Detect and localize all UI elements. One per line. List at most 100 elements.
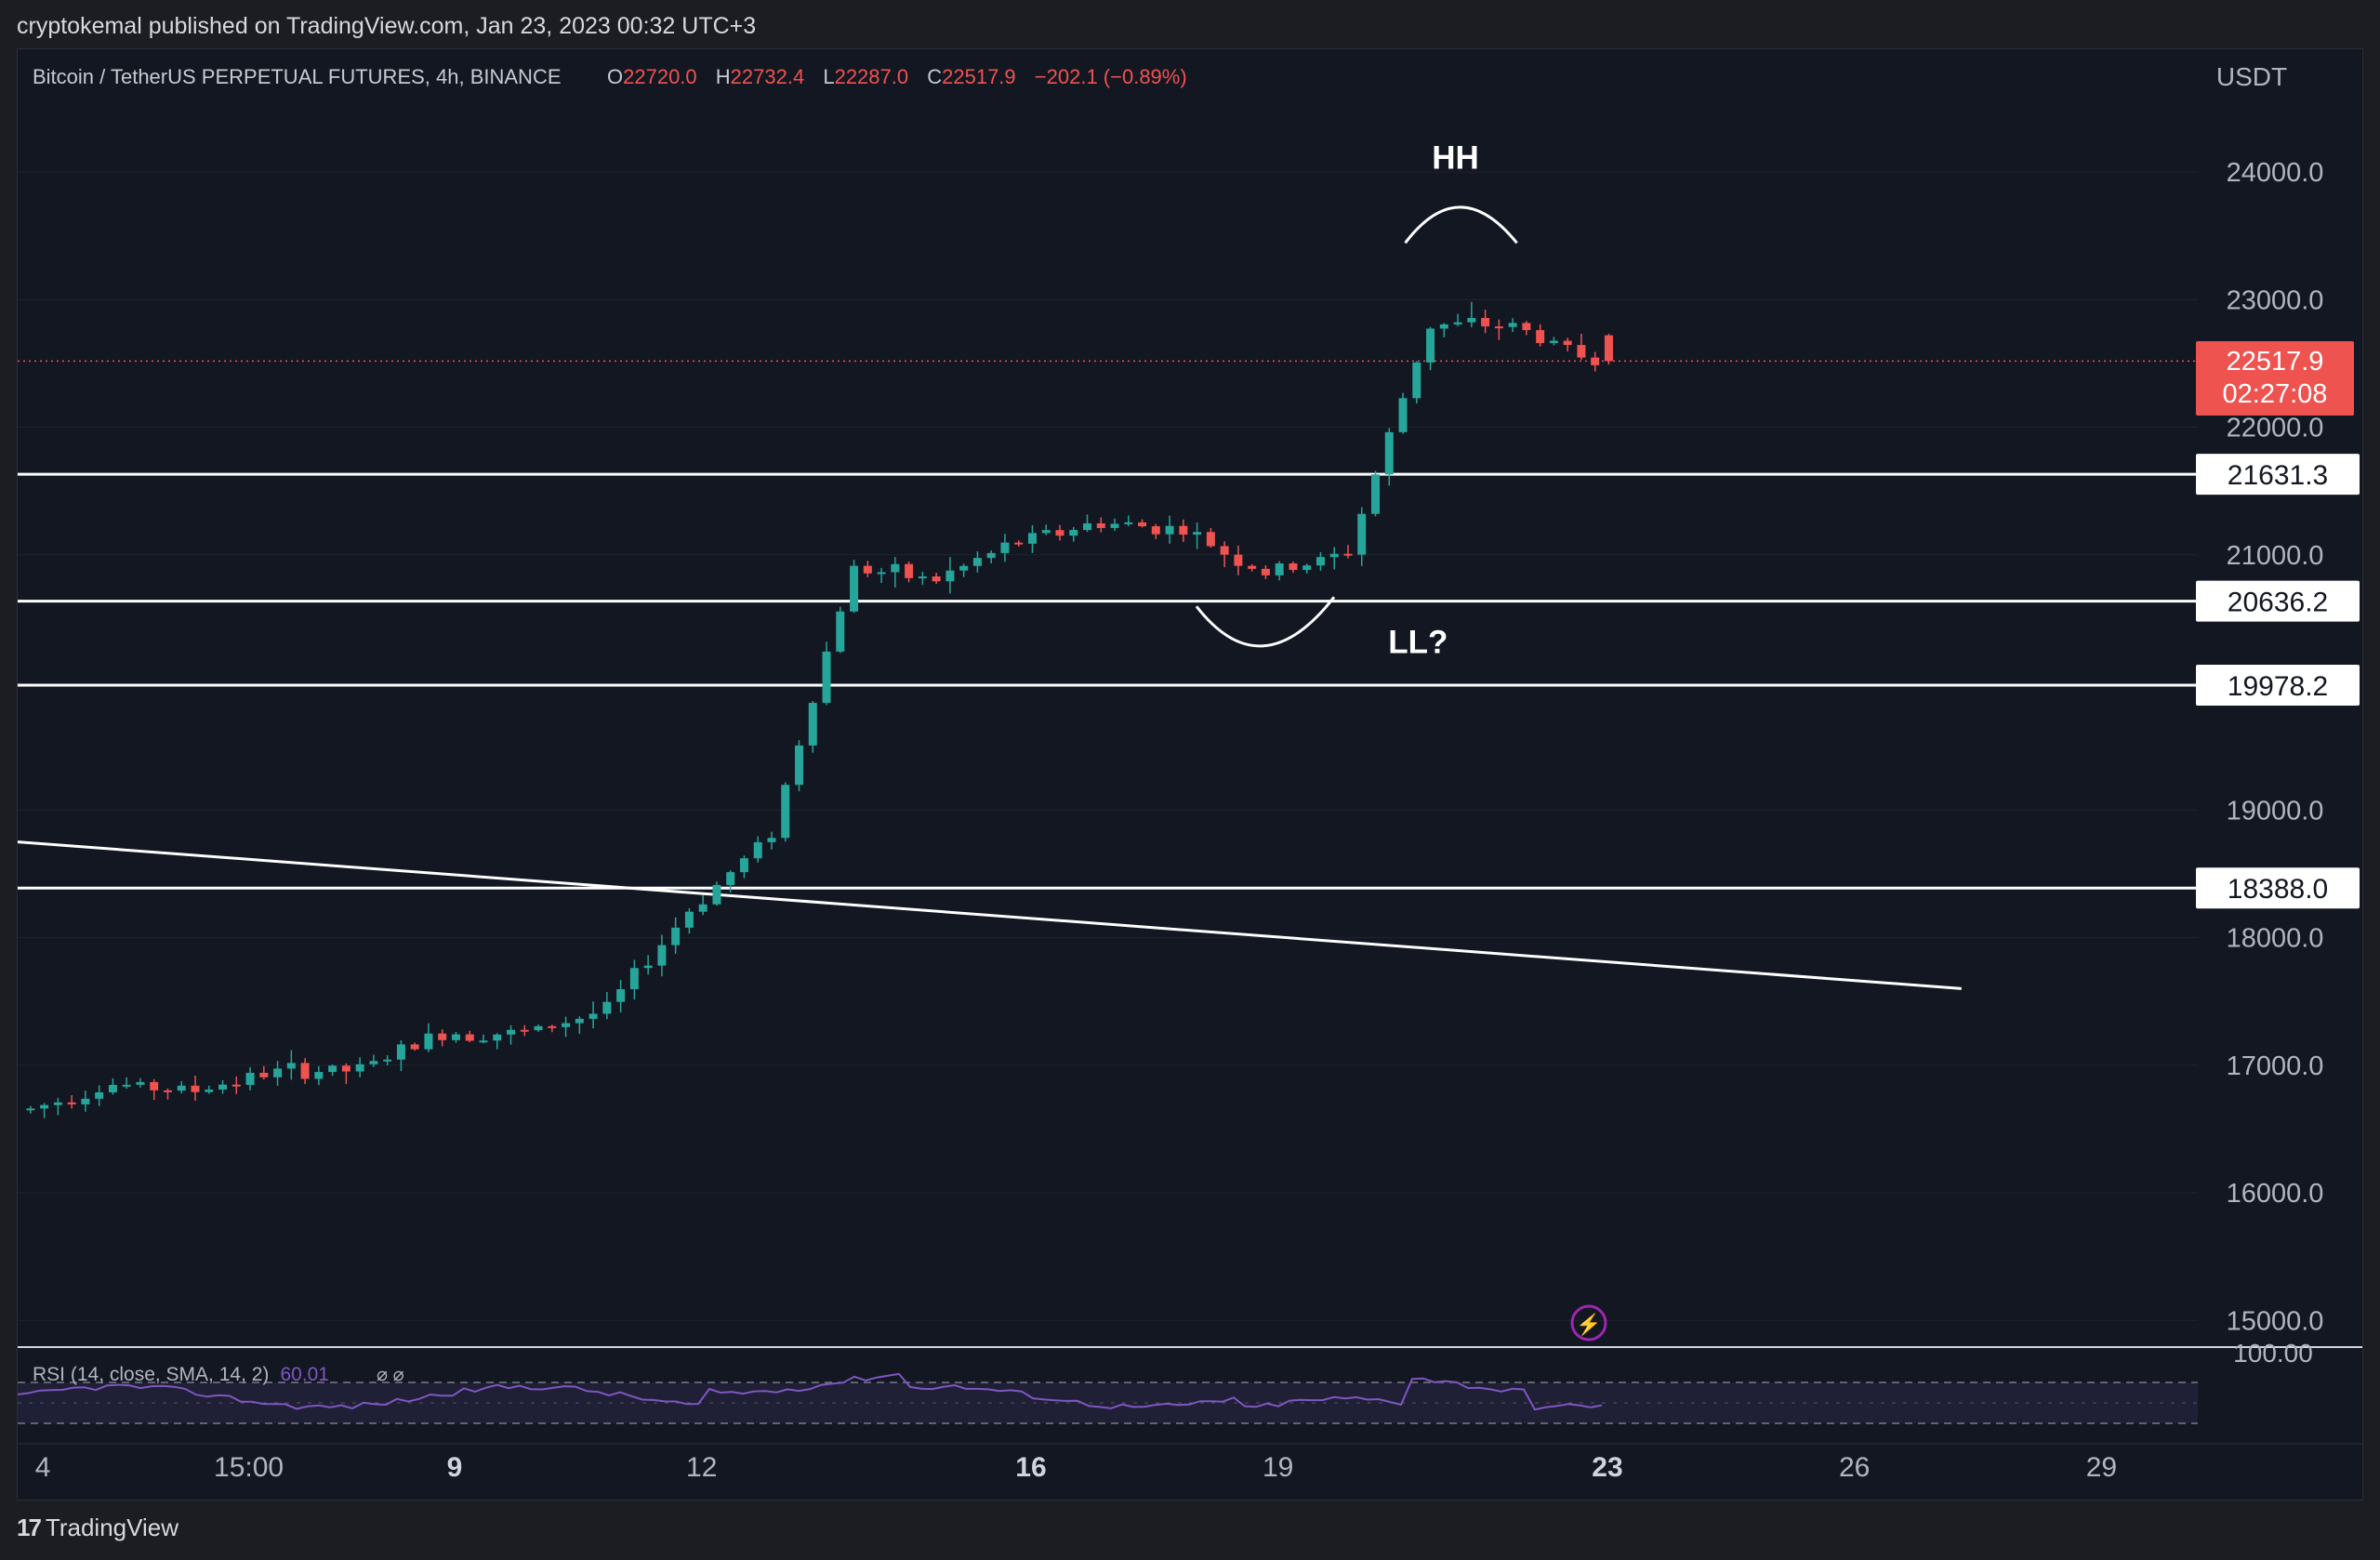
candle-down [1234,554,1243,566]
candle-down [1481,318,1490,327]
y-tick-label: 23000.0 [2227,285,2324,315]
candle-down [1206,532,1215,547]
candle-down [1494,326,1503,329]
candle-down [1138,522,1147,527]
candle-up [959,565,969,571]
candle-up [328,1065,337,1073]
level-label-value: 20636.2 [2228,588,2328,618]
candle-up [177,1085,186,1091]
candle-up [314,1072,324,1079]
open-value: 22720.0 [623,65,697,88]
high-label: H [716,65,731,88]
candle-up [1110,523,1119,528]
y-tick-label: 22000.0 [2227,414,2324,443]
candle-down [341,1065,350,1072]
candle-up [1165,525,1174,535]
candle-down [1096,522,1105,528]
candle-down [300,1063,310,1079]
ll-arc [1195,596,1336,648]
candle-up [1357,513,1367,555]
change-value: −202.1 (−0.89%) [1035,65,1187,88]
price-chart[interactable]: Bitcoin / TetherUS PERPETUAL FUTURES, 4h… [18,49,2362,1500]
candle-up [383,1059,392,1062]
low-label: L [823,65,834,88]
level-label-box [2196,454,2360,496]
candle-down [1220,546,1229,555]
candle-up [1316,557,1325,566]
rsi-legend: RSI (14, close, SMA, 14, 2) 60.01 [33,1364,329,1385]
symbol-title[interactable]: Bitcoin / TetherUS PERPETUAL FUTURES, 4h… [33,65,562,88]
candle-down [150,1081,159,1091]
candle-down [67,1102,76,1104]
candle-down [1536,330,1545,344]
rsi-settings-icon[interactable]: ⌀ ⌀ [377,1365,404,1385]
candle-down [520,1029,529,1032]
candle-up [81,1098,90,1104]
candle-up [95,1091,104,1099]
x-tick-label: 26 [1839,1452,1870,1483]
candle-up [424,1033,433,1050]
trendline [18,840,1962,990]
candle-up [122,1084,131,1087]
candle-up [822,651,831,703]
candle-down [863,565,872,574]
candle-up [245,1072,255,1086]
candle-down [191,1085,200,1092]
candle-up [1124,522,1133,524]
chart-frame[interactable]: Bitcoin / TetherUS PERPETUAL FUTURES, 4h… [17,48,2363,1501]
candle-up [286,1063,296,1069]
candle-up [369,1061,378,1064]
x-tick-label: 15:00 [214,1452,284,1483]
candle-up [684,911,694,928]
y-tick-label: 24000.0 [2227,158,2324,188]
rsi-level-label: 100.00 [2233,1339,2313,1368]
candle-up [945,570,955,582]
ohlc-legend: O22720.0 H22732.4 L22287.0 C22517.9 −202… [607,65,1187,88]
candle-up [602,1001,612,1014]
hh-label: HH [1432,139,1479,176]
y-tick-label: 17000.0 [2227,1051,2324,1081]
footer-brand[interactable]: 17 TradingView [17,1514,178,1542]
candle-up [479,1040,488,1043]
publish-info: cryptokemal published on TradingView.com… [17,13,757,39]
candle-up [396,1044,405,1060]
hh-arc [1404,205,1518,245]
candle-up [1041,530,1051,534]
candle-up [767,838,776,842]
candle-up [795,745,804,786]
candle-up [108,1084,117,1092]
candle-up [753,841,762,859]
candle-up [40,1104,49,1109]
level-label-box [2196,580,2360,622]
candle-down [1248,565,1257,569]
candle-down [932,576,941,582]
candle-up [1069,530,1078,536]
candle-up [739,858,748,873]
candle-up [781,785,790,839]
candle-up [136,1081,145,1085]
candle-up [1467,318,1476,323]
candle-up [1412,362,1421,399]
candle-down [1604,335,1613,362]
candle-up [643,965,653,969]
candle-up [1302,565,1312,571]
close-label: C [927,65,942,88]
candle-down [1014,542,1024,545]
candle-down [1563,340,1572,346]
candle-down [1179,525,1188,535]
lightning-icon[interactable] [1570,1304,1607,1342]
candle-up [726,872,735,885]
candle-down [548,1025,557,1028]
currency-label: USDT [2216,62,2287,91]
candle-up [836,611,845,652]
candle-down [1343,553,1353,556]
level-label-value: 19978.2 [2228,671,2328,702]
candle-up [698,904,707,912]
rsi-label: RSI (14, close, SMA, 14, 2) [33,1364,269,1385]
candle-up [588,1013,598,1019]
rsi-line [18,1372,1603,1411]
last-price-value: 22517.9 [2227,347,2324,377]
level-label-value: 18388.0 [2228,874,2328,905]
candle-down [1522,323,1531,331]
rsi-band-fill [18,1382,2198,1423]
